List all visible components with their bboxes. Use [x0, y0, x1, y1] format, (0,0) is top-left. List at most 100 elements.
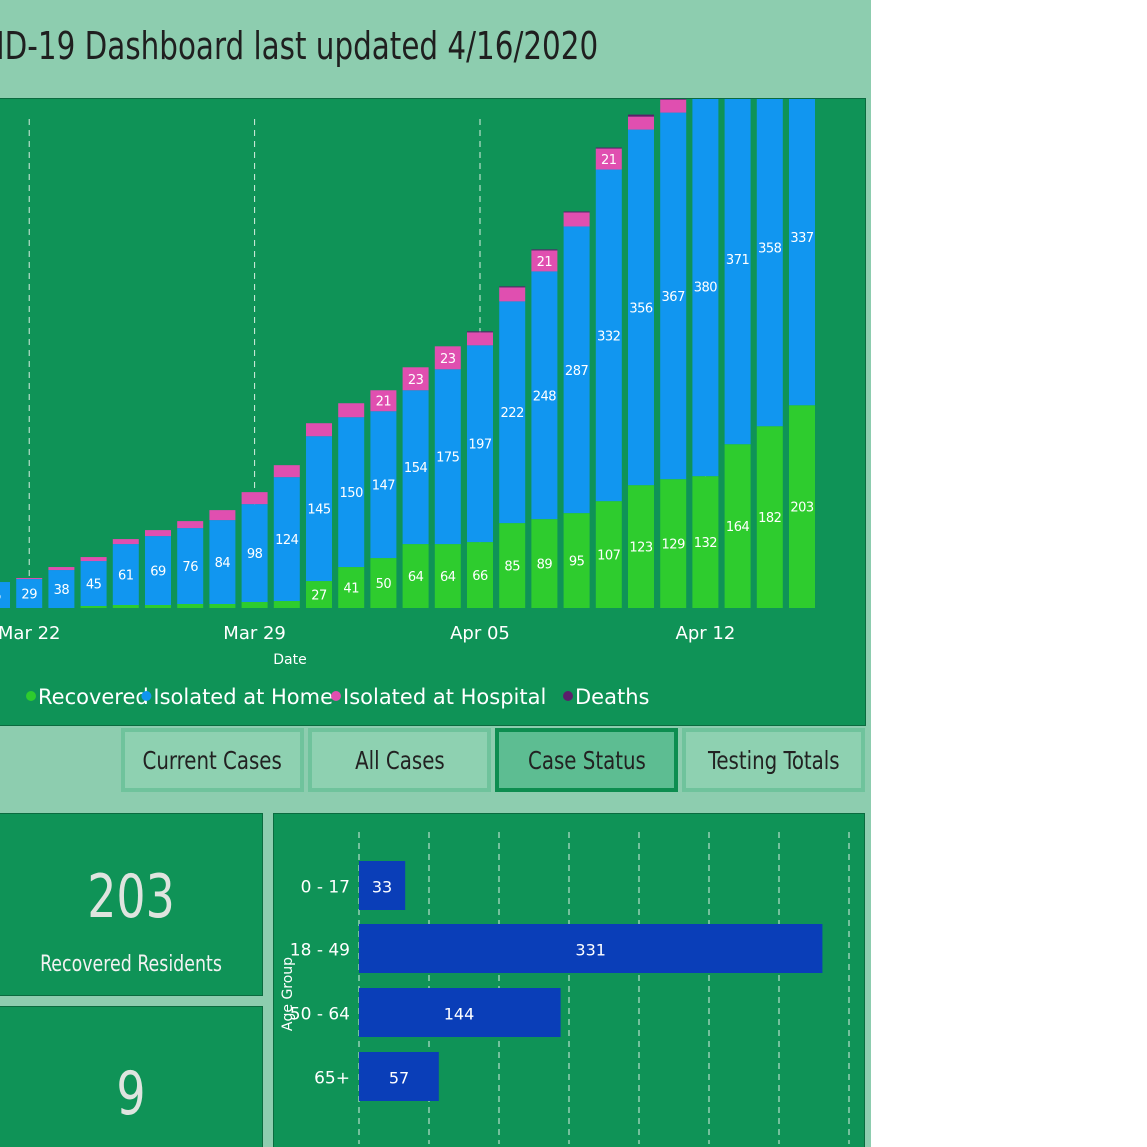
bar-segment-deaths [531, 249, 558, 251]
legend-dot [26, 691, 36, 701]
bar-segment-recovered [338, 567, 365, 608]
bar-segment-isolated-at-home [338, 417, 365, 568]
age-category-label: 50 - 64 [290, 1005, 350, 1025]
bar-segment-isolated-at-hospital [499, 287, 526, 302]
data-label: 66 [472, 569, 488, 584]
bar-segment-isolated-at-hospital [595, 148, 622, 170]
bar-segment-deaths [499, 286, 526, 288]
bar-segment-recovered [402, 544, 429, 608]
tab-current-cases[interactable]: Current Cases [121, 728, 304, 792]
bar-segment-isolated-at-hospital [241, 492, 268, 505]
legend-label: Recovered [38, 685, 149, 709]
data-label: 203 [790, 501, 814, 516]
age-category-label: 65+ [314, 1069, 350, 1089]
bar-segment-isolated-at-home [145, 536, 171, 606]
data-label: 132 [694, 536, 717, 551]
data-label: 150 [340, 486, 364, 501]
age-value-label: 57 [389, 1069, 409, 1088]
bar-segment-isolated-at-home [209, 520, 236, 605]
legend-label: Deaths [575, 685, 649, 709]
bar-segment-recovered [563, 513, 590, 608]
x-tick-label: 300 [765, 1145, 794, 1147]
bar-segment-isolated-at-home [467, 345, 493, 543]
bar-segment-isolated-at-hospital [273, 465, 300, 478]
kpi-label: Recovered Residents [40, 952, 222, 977]
x-axis-label: Date [273, 652, 306, 668]
bar-segment-recovered [145, 605, 171, 608]
data-label: 89 [537, 558, 553, 573]
data-label: 69 [150, 565, 166, 580]
tab-case-status[interactable]: Case Status [495, 728, 678, 792]
bar-segment-recovered [112, 605, 139, 608]
data-label: 38 [54, 583, 70, 598]
bar-segment-recovered [595, 501, 622, 608]
data-label: 154 [404, 461, 428, 476]
x-tick-label: 350 [835, 1145, 864, 1147]
bar-segment-isolated-at-home [563, 226, 590, 514]
bar-segment-isolated-at-hospital [370, 390, 397, 412]
bar-segment-deaths [595, 147, 622, 149]
bar-segment-isolated-at-home [16, 579, 43, 608]
bar-segment-recovered [628, 485, 654, 608]
x-tick-label: Mar 22 [0, 623, 60, 644]
bar-segment-recovered [692, 476, 719, 608]
bar-segment-isolated-at-home [595, 169, 622, 502]
x-tick-label: 250 [695, 1145, 724, 1147]
age-bar [359, 988, 561, 1037]
legend-label: Isolated at Hospital [343, 685, 546, 709]
bar-segment-isolated-at-hospital [177, 521, 204, 529]
x-tick-label: 150 [555, 1145, 584, 1147]
data-label: 21 [376, 395, 392, 410]
data-label: 61 [118, 569, 134, 584]
bar-segment-isolated-at-home [0, 582, 10, 608]
data-label: 64 [408, 570, 424, 585]
data-label: 367 [662, 290, 686, 305]
age-bar [359, 1052, 439, 1101]
bar-segment-isolated-at-home [628, 129, 654, 486]
bar-segment-isolated-at-hospital [112, 539, 139, 545]
bar-segment-deaths [628, 114, 654, 117]
bar-segment-recovered [370, 558, 397, 608]
bar-segment-isolated-at-home [531, 271, 558, 520]
age-category-label: 0 - 17 [301, 878, 350, 898]
data-label: 45 [86, 578, 102, 593]
data-label: 337 [790, 231, 814, 246]
bar-segment-isolated-at-home [499, 301, 526, 524]
age-bar [359, 861, 406, 910]
bar-segment-isolated-at-home [692, 99, 719, 477]
data-label: 164 [726, 520, 750, 535]
tab-testing-totals[interactable]: Testing Totals [682, 728, 865, 792]
bar-segment-recovered [660, 479, 687, 608]
bar-segment-recovered [241, 602, 268, 608]
bar-segment-isolated-at-home [80, 561, 107, 607]
age-group-chart: 0 - 17 33 18 - 49 331 50 - 64 144 65+ 57 Age Gro… [273, 813, 865, 1147]
data-label: 332 [597, 329, 620, 344]
age-bar [359, 924, 823, 973]
tab-label: Current Cases [142, 745, 283, 775]
y-axis-label: Age Group [280, 957, 296, 1031]
x-tick-label: 50 [419, 1145, 438, 1147]
tab-all-cases[interactable]: All Cases [308, 728, 491, 792]
data-label: 182 [758, 511, 781, 526]
bar-segment-isolated-at-home [241, 504, 268, 603]
bar-segment-recovered [306, 581, 332, 608]
case-status-chart: 6 29 38 45 61 69 76 84 98 124 27 145 41 150 50 147 21 64 1… [0, 98, 866, 726]
bar-segment-isolated-at-home [724, 99, 751, 445]
bar-segment-isolated-at-hospital [434, 346, 461, 370]
bar-segment-isolated-at-hospital [306, 423, 332, 437]
bar-segment-isolated-at-hospital [48, 567, 75, 571]
bar-segment-isolated-at-home [660, 112, 687, 480]
bar-segment-deaths [660, 99, 687, 100]
data-label: 21 [601, 153, 617, 168]
data-label: 50 [376, 577, 392, 592]
x-tick-label: Apr 05 [450, 623, 510, 644]
data-label: 356 [629, 301, 653, 316]
bar-segment-recovered [789, 405, 815, 608]
bar-segment-isolated-at-home [177, 528, 204, 605]
data-label: 129 [662, 538, 686, 553]
bar-segment-isolated-at-home [273, 477, 300, 602]
data-label: 248 [533, 389, 557, 404]
legend-dot [141, 691, 152, 701]
tab-label: Case Status [527, 745, 646, 775]
bar-segment-isolated-at-home [756, 99, 783, 427]
